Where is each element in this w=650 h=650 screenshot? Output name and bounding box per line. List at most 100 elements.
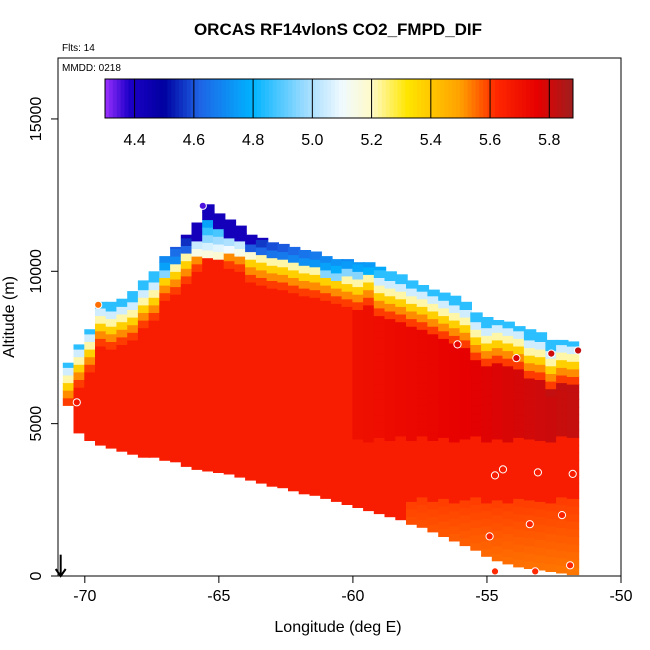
colorbar-segment [381,79,387,118]
heatmap-cell [566,521,580,530]
heatmap-cell [148,312,161,321]
heatmap-cell [448,295,462,298]
heatmap-cell [384,478,397,487]
heatmap-cell [352,377,365,387]
heatmap-cell [438,528,451,537]
heatmap-cell [373,330,387,339]
heatmap-cell [148,342,161,352]
heatmap-cell [213,243,226,253]
heatmap-cell [202,303,215,312]
heatmap-cell [513,429,526,438]
heatmap-cell [234,225,247,234]
heatmap-cell [170,423,183,432]
heatmap-cell [534,333,548,342]
heatmap-cell [202,280,215,289]
heatmap-cell [427,516,440,525]
heatmap-cell [384,295,397,304]
heatmap-cell [288,285,301,294]
sample-point [566,561,575,570]
heatmap-cell [213,396,226,405]
heatmap-cell [556,504,569,513]
heatmap-cell [234,347,247,356]
heatmap-cell [416,329,430,338]
heatmap-cell [406,371,419,380]
heatmap-cell [320,330,333,339]
heatmap-cell [127,416,140,425]
heatmap-cell [363,449,376,458]
heatmap-cell [234,294,247,303]
heatmap-cell [298,303,312,312]
heatmap-cell [545,403,558,412]
heatmap-cell [352,423,365,432]
heatmap-cell [363,411,376,420]
heatmap-cell [191,446,204,455]
heatmap-cell [277,274,290,283]
heatmap-cell [352,294,365,303]
heatmap-cell [427,289,440,297]
heatmap-cell [170,416,183,425]
heatmap-cell [127,309,140,318]
heatmap-cell [427,341,440,350]
heatmap-cell [566,341,580,347]
heatmap-cell [159,353,172,362]
heatmap-cell [116,367,129,376]
colorbar-segment [198,79,203,118]
colorbar-segment [518,79,523,118]
heatmap-cell [481,327,494,336]
heatmap-cell [491,507,505,516]
heatmap-cell [470,458,483,467]
heatmap-cell [470,428,483,437]
heatmap-cell [95,406,108,416]
heatmap-cell [330,326,344,335]
heatmap-cell [566,528,580,537]
heatmap-cell [545,449,558,458]
heatmap-cell [277,251,290,260]
heatmap-cell [255,262,269,271]
heatmap-cell [448,403,462,412]
colorbar-segment [401,79,406,118]
heatmap-cell [320,307,333,317]
heatmap-cell [180,253,194,262]
heatmap-cell [384,371,397,380]
heatmap-cell [191,301,204,310]
heatmap-cell [266,371,279,380]
heatmap-cell [330,349,344,358]
heatmap-cell [470,519,483,528]
heatmap-cell [534,341,548,350]
heatmap-cell [373,505,387,515]
heatmap-cell [481,487,494,496]
heatmap-cell [213,266,226,275]
colorbar-segment [163,79,168,118]
heatmap-cell [416,382,430,391]
heatmap-cell [191,256,204,265]
heatmap-cell [363,312,376,321]
heatmap-cell [298,326,312,335]
heatmap-cell [116,443,129,452]
heatmap-cell [330,432,344,441]
colorbar-segment [471,79,476,118]
colorbar-segment [545,79,551,118]
heatmap-cell [502,342,515,352]
heatmap-cell [105,409,119,419]
heatmap-cell [502,434,515,443]
heatmap-cell [416,504,430,513]
heatmap-cell [62,367,76,376]
heatmap-cell [170,393,183,402]
heatmap-cell [470,489,483,498]
heatmap-cell [288,269,301,278]
colorbar-segment [105,79,110,118]
heatmap-cell [363,297,376,306]
heatmap-cell [95,384,108,393]
colorbar-segment [261,79,266,118]
heatmap-cell [255,246,269,256]
heatmap-cell [384,455,397,464]
heatmap-cell [148,381,161,390]
heatmap-cell [363,342,376,352]
heatmap-cell [202,432,215,441]
heatmap-cell [427,364,440,373]
heatmap-cell [116,397,129,406]
colorbar-segment [323,79,328,118]
colorbar-segment [506,79,512,118]
heatmap-cell [513,414,526,423]
